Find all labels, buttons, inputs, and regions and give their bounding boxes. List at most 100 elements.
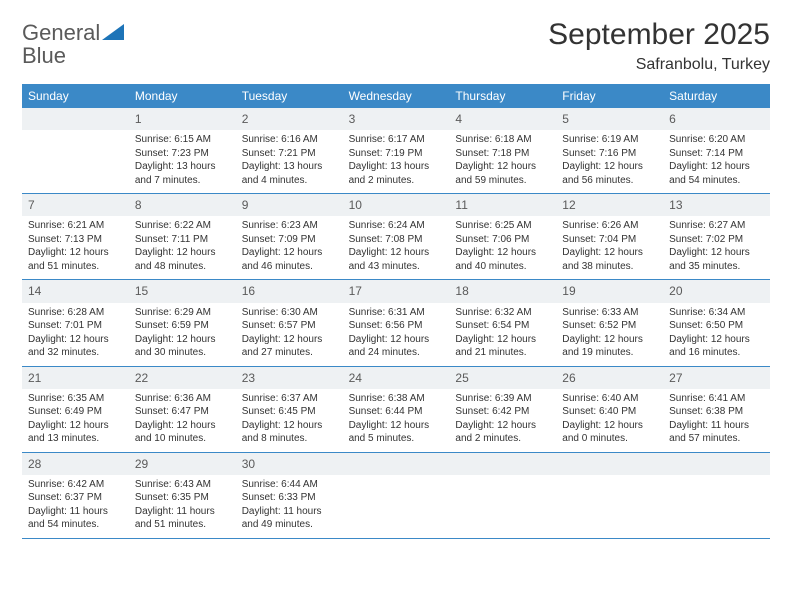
sunset-text: Sunset: 6:47 PM	[135, 405, 230, 419]
calendar-cell: 25Sunrise: 6:39 AMSunset: 6:42 PMDayligh…	[449, 367, 556, 452]
sunrise-text: Sunrise: 6:42 AM	[28, 478, 123, 492]
sunrise-text: Sunrise: 6:41 AM	[669, 392, 764, 406]
sunset-text: Sunset: 6:38 PM	[669, 405, 764, 419]
calendar-cell: 1Sunrise: 6:15 AMSunset: 7:23 PMDaylight…	[129, 108, 236, 193]
weekday-header: Sunday Monday Tuesday Wednesday Thursday…	[22, 84, 770, 108]
calendar-cell	[343, 453, 450, 538]
sunset-text: Sunset: 6:54 PM	[455, 319, 550, 333]
daylight-text: Daylight: 12 hours and 21 minutes.	[455, 333, 550, 360]
sunset-text: Sunset: 6:56 PM	[349, 319, 444, 333]
sunset-text: Sunset: 6:33 PM	[242, 491, 337, 505]
sunrise-text: Sunrise: 6:23 AM	[242, 219, 337, 233]
day-number: 4	[449, 108, 556, 130]
daylight-text: Daylight: 12 hours and 56 minutes.	[562, 160, 657, 187]
day-number: 9	[236, 194, 343, 216]
logo-word2: Blue	[22, 43, 66, 68]
sunrise-text: Sunrise: 6:16 AM	[242, 133, 337, 147]
sunrise-text: Sunrise: 6:15 AM	[135, 133, 230, 147]
sunset-text: Sunset: 6:45 PM	[242, 405, 337, 419]
sunset-text: Sunset: 7:14 PM	[669, 147, 764, 161]
calendar-cell: 26Sunrise: 6:40 AMSunset: 6:40 PMDayligh…	[556, 367, 663, 452]
calendar-cell: 10Sunrise: 6:24 AMSunset: 7:08 PMDayligh…	[343, 194, 450, 279]
day-number: 14	[22, 280, 129, 302]
day-number: 8	[129, 194, 236, 216]
calendar-cell	[556, 453, 663, 538]
sunset-text: Sunset: 7:04 PM	[562, 233, 657, 247]
day-number	[343, 453, 450, 475]
day-number: 10	[343, 194, 450, 216]
sunset-text: Sunset: 6:57 PM	[242, 319, 337, 333]
title-block: September 2025 Safranbolu, Turkey	[548, 18, 770, 74]
day-number: 25	[449, 367, 556, 389]
sunset-text: Sunset: 6:52 PM	[562, 319, 657, 333]
daylight-text: Daylight: 12 hours and 16 minutes.	[669, 333, 764, 360]
daylight-text: Daylight: 12 hours and 38 minutes.	[562, 246, 657, 273]
logo-word1: General	[22, 20, 100, 45]
day-number: 27	[663, 367, 770, 389]
sunset-text: Sunset: 7:23 PM	[135, 147, 230, 161]
sunrise-text: Sunrise: 6:43 AM	[135, 478, 230, 492]
logo-text: General Blue	[22, 22, 124, 68]
calendar-week: 1 Sunrise: 6:15 AMSunset: 7:23 PM Daylight…	[22, 108, 770, 194]
calendar-cell: 15Sunrise: 6:29 AMSunset: 6:59 PMDayligh…	[129, 280, 236, 365]
sunset-text: Sunset: 6:49 PM	[28, 405, 123, 419]
calendar-week: 14 Sunrise: 6:28 AMSunset: 7:01 PM Dayligh…	[22, 280, 770, 366]
weekday-sun: Sunday	[22, 84, 129, 108]
calendar-cell: 5Sunrise: 6:19 AMSunset: 7:16 PMDaylight…	[556, 108, 663, 193]
sunrise-text: Sunrise: 6:28 AM	[28, 306, 123, 320]
day-number: 19	[556, 280, 663, 302]
sunrise-text: Sunrise: 6:18 AM	[455, 133, 550, 147]
daylight-text: Daylight: 12 hours and 35 minutes.	[669, 246, 764, 273]
daylight-text: Daylight: 12 hours and 5 minutes.	[349, 419, 444, 446]
logo-triangle-icon	[102, 24, 124, 40]
sunset-text: Sunset: 7:13 PM	[28, 233, 123, 247]
sunrise-text: Sunrise: 6:40 AM	[562, 392, 657, 406]
header: General Blue September 2025 Safranbolu, …	[22, 18, 770, 74]
day-number: 23	[236, 367, 343, 389]
sunset-text: Sunset: 6:40 PM	[562, 405, 657, 419]
daylight-text: Daylight: 12 hours and 19 minutes.	[562, 333, 657, 360]
calendar-page: General Blue September 2025 Safranbolu, …	[0, 0, 792, 549]
daylight-text: Daylight: 12 hours and 8 minutes.	[242, 419, 337, 446]
sunrise-text: Sunrise: 6:29 AM	[135, 306, 230, 320]
sunrise-text: Sunrise: 6:17 AM	[349, 133, 444, 147]
sunrise-text: Sunrise: 6:24 AM	[349, 219, 444, 233]
sunrise-text: Sunrise: 6:37 AM	[242, 392, 337, 406]
calendar-cell: 14Sunrise: 6:28 AMSunset: 7:01 PMDayligh…	[22, 280, 129, 365]
sunrise-text: Sunrise: 6:20 AM	[669, 133, 764, 147]
daylight-text: Daylight: 12 hours and 13 minutes.	[28, 419, 123, 446]
sunset-text: Sunset: 6:50 PM	[669, 319, 764, 333]
day-number: 20	[663, 280, 770, 302]
daylight-text: Daylight: 12 hours and 24 minutes.	[349, 333, 444, 360]
calendar-cell: 3Sunrise: 6:17 AMSunset: 7:19 PMDaylight…	[343, 108, 450, 193]
daylight-text: Daylight: 12 hours and 59 minutes.	[455, 160, 550, 187]
calendar-cell: 21Sunrise: 6:35 AMSunset: 6:49 PMDayligh…	[22, 367, 129, 452]
sunrise-text: Sunrise: 6:22 AM	[135, 219, 230, 233]
calendar-cell: 22Sunrise: 6:36 AMSunset: 6:47 PMDayligh…	[129, 367, 236, 452]
day-number: 26	[556, 367, 663, 389]
calendar-cell: 28Sunrise: 6:42 AMSunset: 6:37 PMDayligh…	[22, 453, 129, 538]
calendar-cell	[449, 453, 556, 538]
day-number: 5	[556, 108, 663, 130]
day-number: 11	[449, 194, 556, 216]
sunrise-text: Sunrise: 6:39 AM	[455, 392, 550, 406]
sunrise-text: Sunrise: 6:35 AM	[28, 392, 123, 406]
sunset-text: Sunset: 7:01 PM	[28, 319, 123, 333]
calendar-cell: 4Sunrise: 6:18 AMSunset: 7:18 PMDaylight…	[449, 108, 556, 193]
calendar-cell: 29Sunrise: 6:43 AMSunset: 6:35 PMDayligh…	[129, 453, 236, 538]
calendar-week: 7Sunrise: 6:21 AMSunset: 7:13 PMDaylight…	[22, 194, 770, 280]
calendar-grid: 1 Sunrise: 6:15 AMSunset: 7:23 PM Daylight…	[22, 108, 770, 539]
day-number: 28	[22, 453, 129, 475]
day-number: 1	[129, 108, 236, 130]
daylight-text: Daylight: 12 hours and 43 minutes.	[349, 246, 444, 273]
sunset-text: Sunset: 7:06 PM	[455, 233, 550, 247]
sunrise-text: Sunrise: 6:31 AM	[349, 306, 444, 320]
day-number: 17	[343, 280, 450, 302]
calendar-cell: 18Sunrise: 6:32 AMSunset: 6:54 PMDayligh…	[449, 280, 556, 365]
sunset-text: Sunset: 6:44 PM	[349, 405, 444, 419]
sunrise-text: Sunrise: 6:38 AM	[349, 392, 444, 406]
daylight-text: Daylight: 12 hours and 48 minutes.	[135, 246, 230, 273]
sunrise-text: Sunrise: 6:30 AM	[242, 306, 337, 320]
day-number: 24	[343, 367, 450, 389]
sunrise-text: Sunrise: 6:33 AM	[562, 306, 657, 320]
